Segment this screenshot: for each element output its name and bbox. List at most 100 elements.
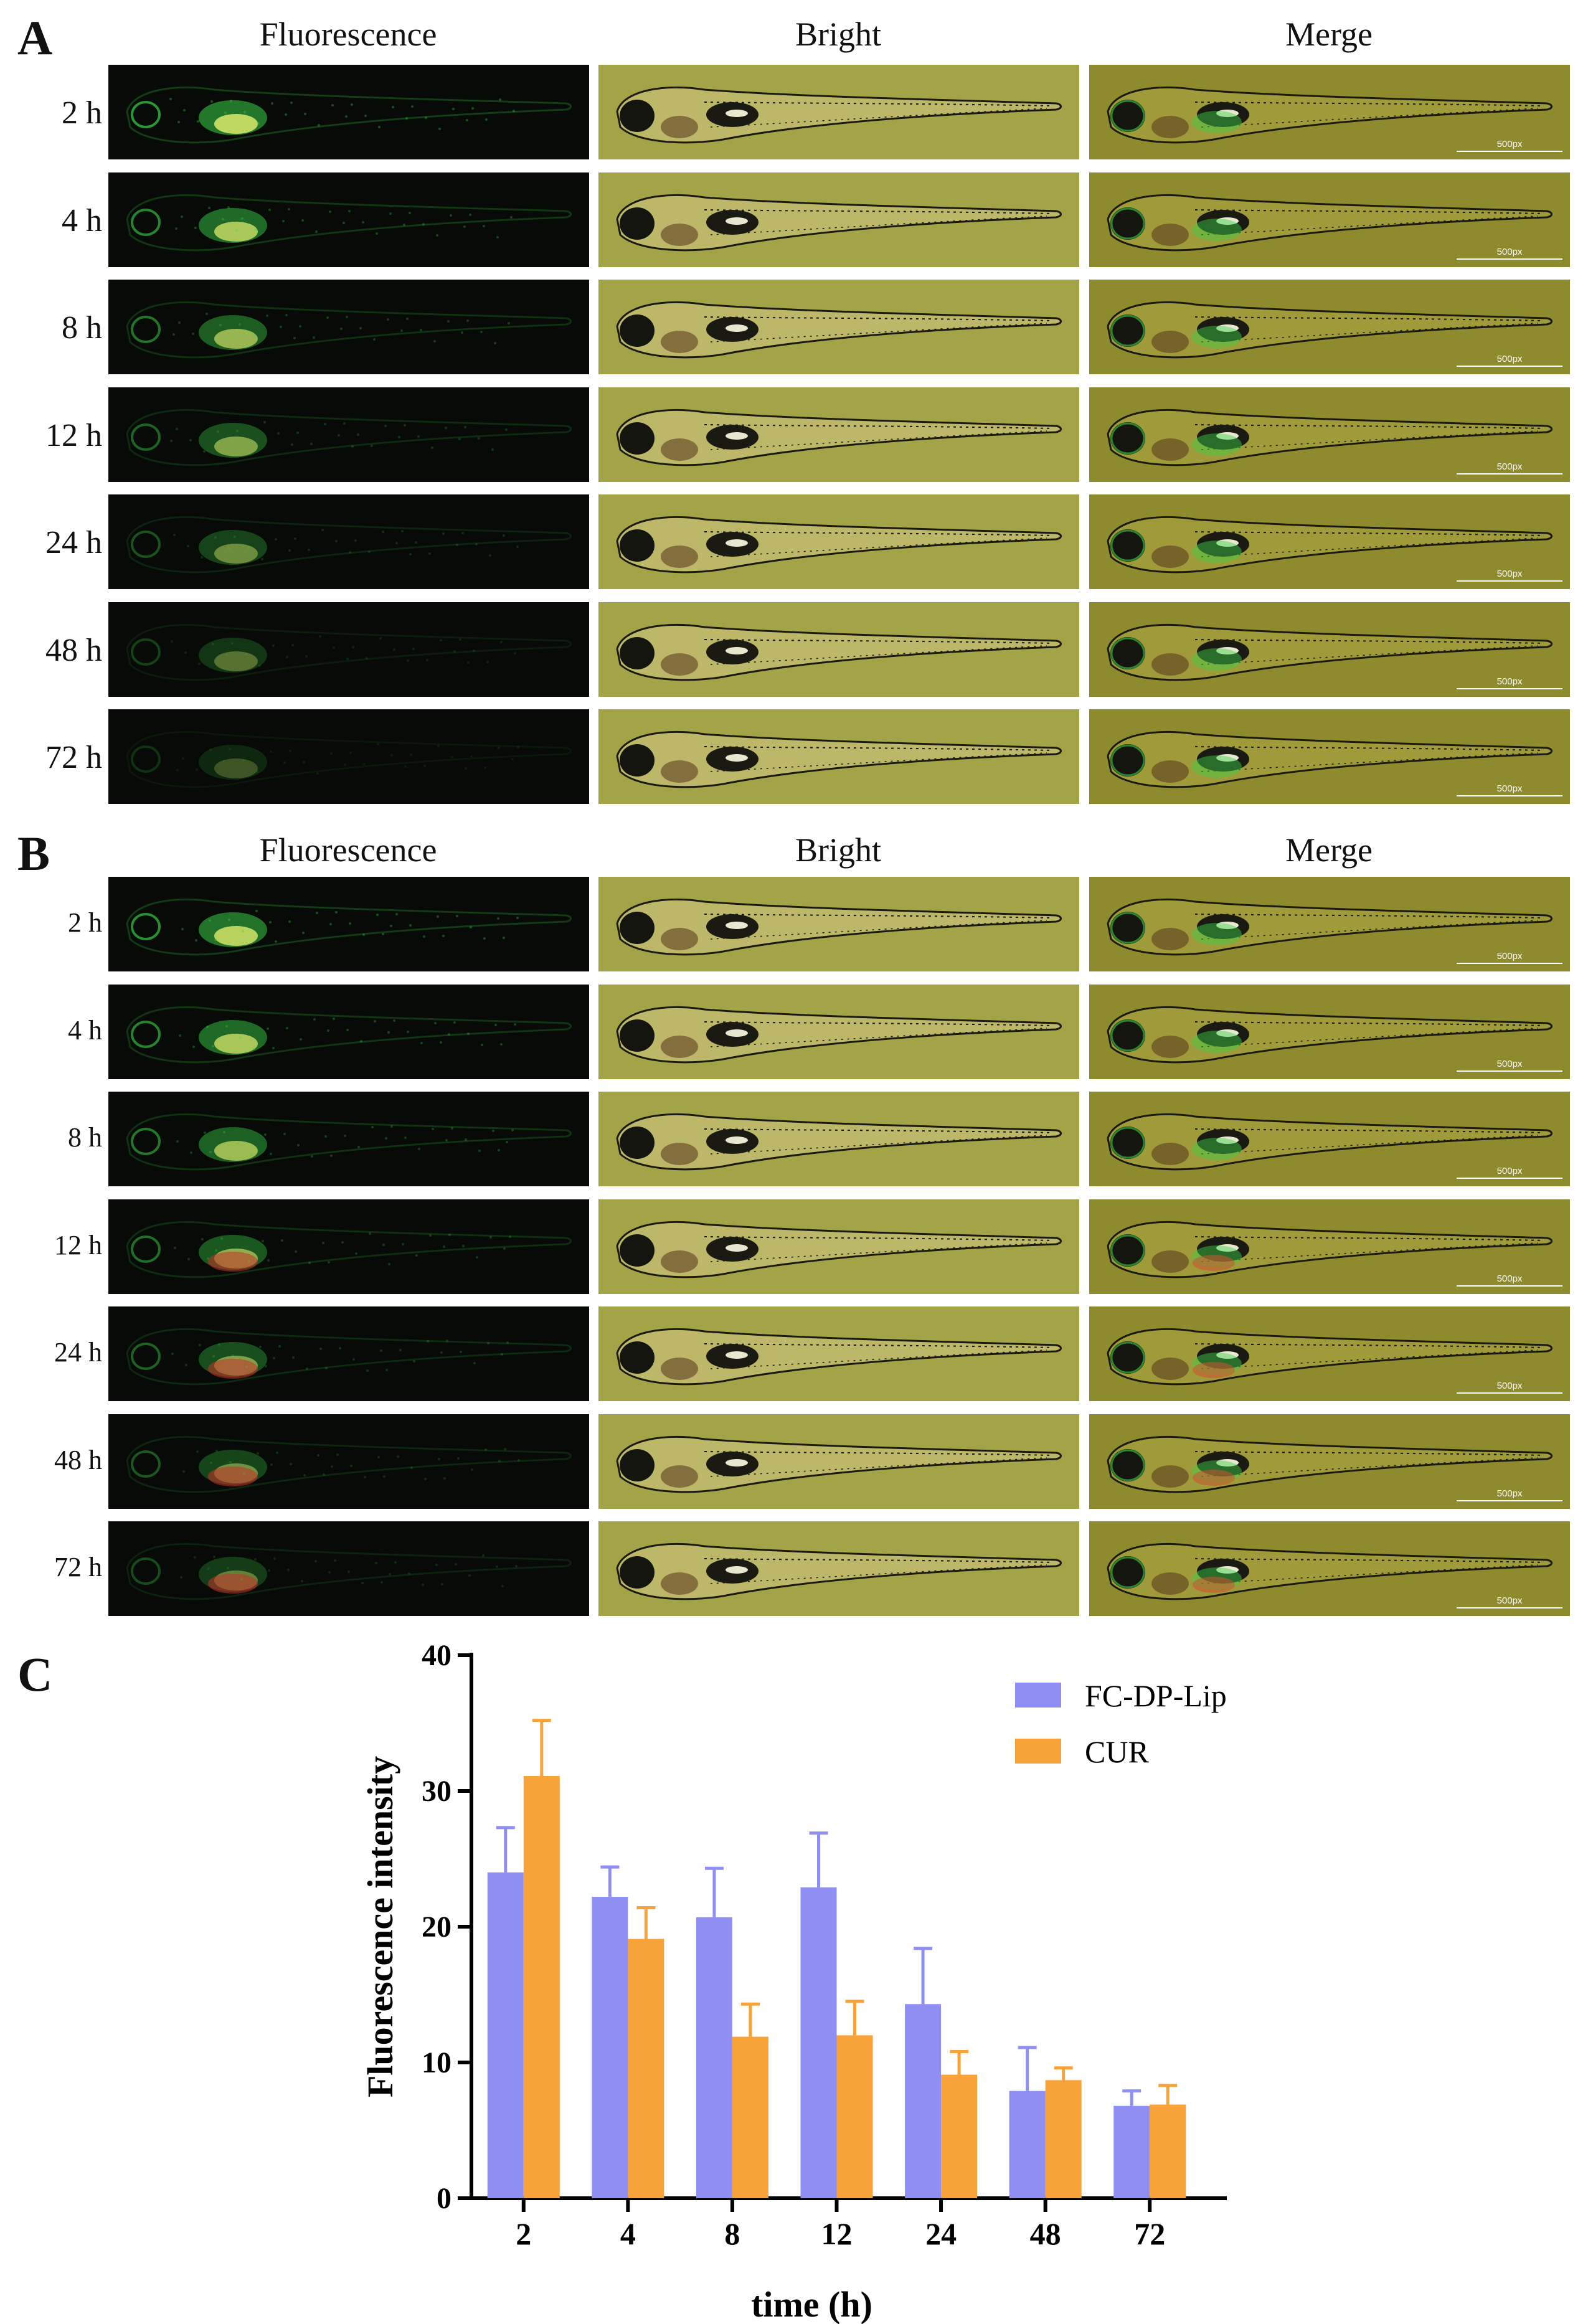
panel-label-b: B (17, 826, 50, 881)
scale-bar: 500px (1457, 1273, 1562, 1287)
bar-cur (523, 1776, 560, 2198)
panel-a-bright-image (598, 172, 1079, 267)
scale-bar-label: 500px (1496, 1058, 1523, 1069)
scale-bar: 500px (1457, 1381, 1562, 1394)
scale-bar: 500px (1457, 461, 1562, 475)
scale-bar: 500px (1457, 783, 1562, 796)
bar-cur (836, 2035, 873, 2198)
scale-bar: 500px (1457, 1059, 1562, 1072)
x-tick-label: 2 (516, 2216, 531, 2251)
scale-bar: 500px (1457, 247, 1562, 260)
panel-b-row-label: 48 h (54, 1444, 102, 1475)
legend-swatch (1015, 1739, 1061, 1764)
panel-a-merge-image: 500px (1089, 280, 1570, 374)
scale-bar-label: 500px (1496, 1166, 1523, 1176)
y-tick-label: 10 (422, 2046, 451, 2079)
panel-b-fluorescence-image (108, 1414, 589, 1509)
scale-bar-label: 500px (1496, 461, 1523, 472)
panel-b-fluorescence-image (108, 1521, 589, 1616)
panel-a-row-label: 72 h (45, 740, 102, 775)
panel-b-fluorescence-image (108, 1092, 589, 1186)
bar-cur (1045, 2080, 1082, 2198)
x-axis-label: time (h) (751, 2284, 872, 2324)
panel-a-merge-image: 500px (1089, 387, 1570, 482)
panel-a-merge-image: 500px (1089, 709, 1570, 804)
panel-a-row-label: 12 h (45, 417, 102, 453)
panel-b-bright-image (598, 1092, 1079, 1186)
bar-cur (1150, 2104, 1186, 2198)
panel-a-fluorescence-image (108, 280, 589, 374)
x-tick-label: 24 (925, 2216, 957, 2251)
panel-b-merge-image: 500px (1089, 1199, 1570, 1294)
panel-a-bright-image (598, 494, 1079, 589)
panel-a-header-merge: Merge (1285, 16, 1373, 53)
scale-bar-label: 500px (1496, 1381, 1523, 1391)
panel-b-bright-image (598, 1414, 1079, 1509)
panel-a-fluorescence-image (108, 65, 589, 159)
scale-bar-label: 500px (1496, 1273, 1523, 1284)
panel-a-fluorescence-image (108, 494, 589, 589)
panel-a-merge-image: 500px (1089, 172, 1570, 267)
scale-bar-label: 500px (1496, 246, 1523, 257)
scale-bar-label: 500px (1496, 1488, 1523, 1499)
panel-a-row-label: 24 h (45, 525, 102, 560)
panel-b-merge-image: 500px (1089, 877, 1570, 971)
bar-cur (732, 2036, 768, 2198)
scale-bar: 500px (1457, 676, 1562, 689)
y-tick-label: 20 (422, 1911, 451, 1944)
panel-b-fluorescence-image (108, 984, 589, 1079)
panel-a-bright-image (598, 387, 1079, 482)
x-tick-label: 72 (1134, 2216, 1165, 2251)
panel-b-row-label: 8 h (68, 1122, 102, 1153)
bar-fc-dp-lip (905, 2004, 942, 2198)
panel-b-merge-image: 500px (1089, 1092, 1570, 1186)
panel-b-bright-image (598, 1306, 1079, 1401)
bar-fc-dp-lip (487, 1872, 524, 2198)
legend-label: FC-DP-Lip (1085, 1678, 1227, 1713)
y-tick-label: 30 (422, 1775, 451, 1808)
y-tick-label: 0 (437, 2182, 451, 2215)
scale-bar: 500px (1457, 1595, 1562, 1608)
panel-b-row-label: 2 h (68, 907, 102, 938)
bar-fc-dp-lip (696, 1917, 732, 2198)
panel-b-bright-image (598, 877, 1079, 971)
scale-bar: 500px (1457, 354, 1562, 367)
bar-fc-dp-lip (1009, 2090, 1046, 2198)
bar-fc-dp-lip (800, 1887, 837, 2198)
panel-b-row-label: 72 h (54, 1552, 102, 1582)
panel-b-row-label: 4 h (68, 1014, 102, 1046)
panel-b-header-fluorescence: Fluorescence (259, 831, 437, 869)
panel-a-row-label: 48 h (45, 632, 102, 668)
panel-a-bright-image (598, 602, 1079, 697)
panel-b-bright-image (598, 1199, 1079, 1294)
panel-b-header-bright: Bright (795, 831, 881, 869)
scale-bar-label: 500px (1496, 354, 1523, 364)
y-axis-label: Fluorescence intensity (360, 1756, 400, 2097)
scale-bar-label: 500px (1496, 139, 1523, 149)
panel-b-merge-image: 500px (1089, 1306, 1570, 1401)
panel-a-fluorescence-image (108, 387, 589, 482)
x-tick-label: 8 (724, 2216, 740, 2251)
bar-cur (628, 1939, 664, 2198)
scale-bar: 500px (1457, 1166, 1562, 1179)
panel-a-merge-image: 500px (1089, 602, 1570, 697)
panel-b-bright-image (598, 1521, 1079, 1616)
scale-bar-label: 500px (1496, 569, 1523, 579)
scale-bar-label: 500px (1496, 783, 1523, 794)
panel-a-fluorescence-image (108, 709, 589, 804)
panel-a-header-fluorescence: Fluorescence (259, 16, 437, 53)
panel-b-row-label: 24 h (54, 1337, 102, 1367)
panel-b-header-merge: Merge (1285, 831, 1373, 869)
scale-bar: 500px (1457, 569, 1562, 582)
legend-swatch (1015, 1683, 1061, 1708)
x-tick-label: 48 (1030, 2216, 1061, 2251)
bar-fc-dp-lip (1113, 2105, 1150, 2198)
panel-a-bright-image (598, 280, 1079, 374)
panel-a-header-bright: Bright (795, 16, 881, 53)
panel-a-merge-image: 500px (1089, 65, 1570, 159)
panel-a-row-label: 2 h (62, 95, 102, 131)
scale-bar: 500px (1457, 139, 1562, 152)
panel-b-fluorescence-image (108, 1199, 589, 1294)
panel-b-row-label: 12 h (54, 1229, 102, 1260)
